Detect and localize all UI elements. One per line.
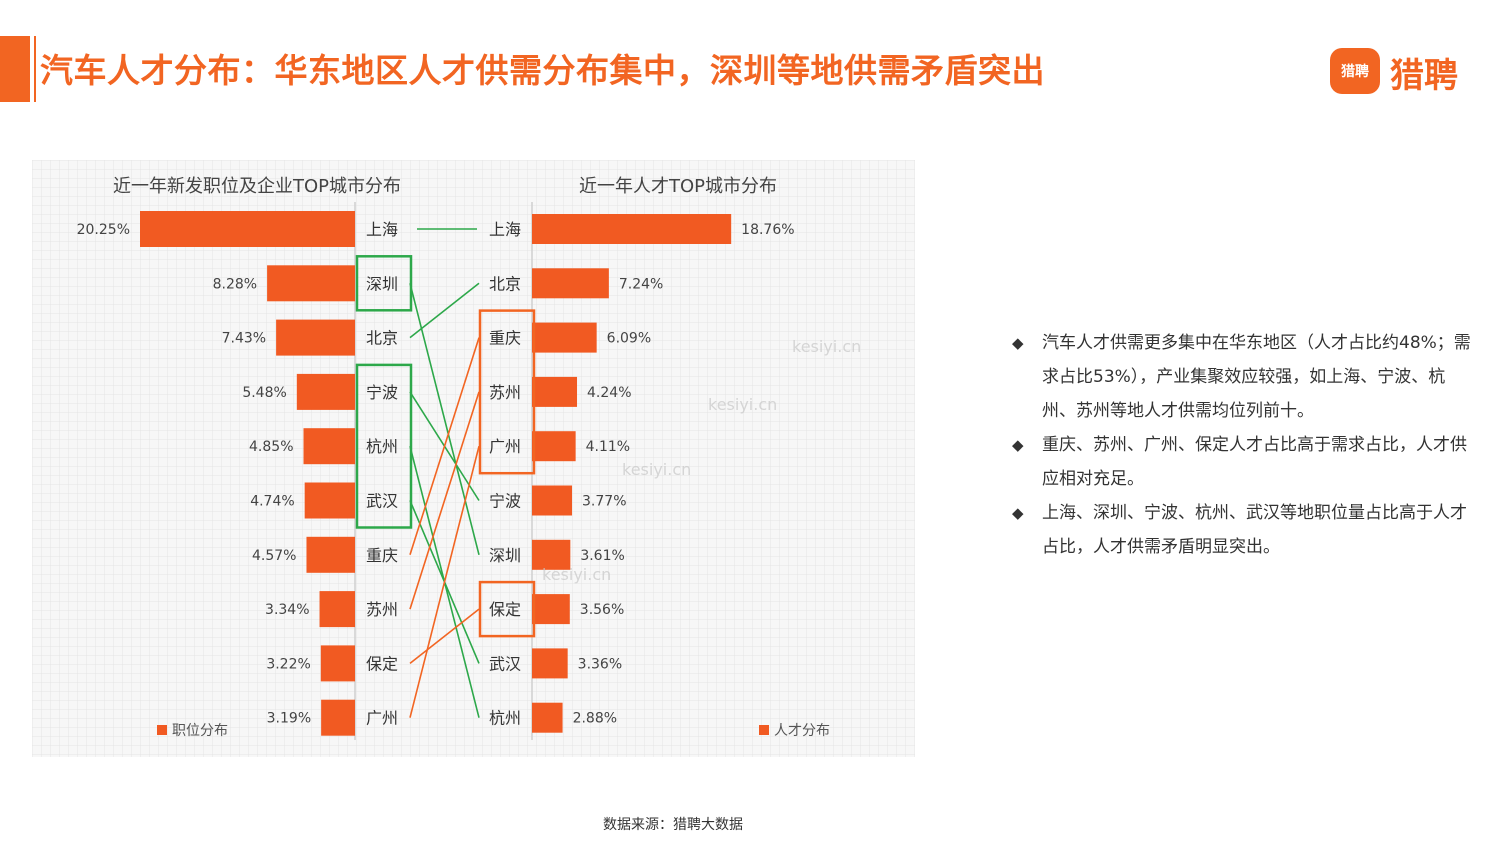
- bullet-text: 汽车人才供需更多集中在华东地区（人才占比约48%；需求占比53%），产业集聚效应…: [1042, 333, 1471, 421]
- right-highlight-box: [478, 580, 536, 638]
- left-highlight-box: [355, 363, 413, 529]
- left-bar: [276, 319, 355, 356]
- right-city-label: 苏州: [489, 383, 521, 402]
- bullet-item: ◆ 重庆、苏州、广州、保定人才占比高于需求占比，人才供应相对充足。: [1008, 428, 1478, 496]
- right-city-label: 宁波: [489, 492, 521, 511]
- right-city-label: 广州: [489, 437, 521, 456]
- left-city-label: 重庆: [366, 546, 398, 565]
- right-bar-label: 2.88%: [573, 711, 617, 727]
- left-bar: [306, 536, 355, 573]
- connection-line: [409, 391, 480, 610]
- bullet-item: ◆ 上海、深圳、宁波、杭州、武汉等地职位量占比高于人才占比，人才供需矛盾明显突出。: [1008, 496, 1478, 564]
- right-bar: [532, 539, 571, 570]
- bullet-item: ◆ 汽车人才供需更多集中在华东地区（人才占比约48%；需求占比53%），产业集聚效…: [1008, 326, 1478, 428]
- bullet-list: ◆ 汽车人才供需更多集中在华东地区（人才占比约48%；需求占比53%），产业集聚效…: [1008, 326, 1478, 564]
- left-bar-label: 7.43%: [222, 331, 266, 347]
- connection-line: [409, 446, 480, 718]
- right-bar: [532, 485, 573, 516]
- diamond-icon: ◆: [1012, 334, 1024, 352]
- left-bar: [140, 211, 355, 247]
- right-city-label: 武汉: [489, 654, 521, 673]
- right-city-label: 北京: [489, 274, 521, 293]
- connection-line: [409, 282, 480, 339]
- watermark-text: kesiyi.cn: [792, 337, 861, 356]
- left-city-label: 广州: [366, 709, 398, 728]
- right-city-label: 深圳: [489, 546, 521, 565]
- left-city-label: 北京: [366, 329, 398, 348]
- left-bar-label: 20.25%: [77, 222, 130, 238]
- left-bar-label: 4.74%: [250, 494, 294, 510]
- right-bar: [532, 431, 576, 462]
- page-title: 汽车人才分布：华东地区人才供需分布集中，深圳等地供需矛盾突出: [40, 51, 1045, 90]
- title-accent-bar: [0, 36, 30, 102]
- right-bar-label: 4.24%: [587, 385, 631, 401]
- left-city-label: 宁波: [366, 383, 398, 402]
- diamond-icon: ◆: [1012, 504, 1024, 522]
- right-city-label: 重庆: [489, 329, 521, 348]
- logo-icon-text: 猎聘: [1341, 64, 1369, 80]
- right-legend-label: 人才分布: [774, 723, 830, 739]
- watermark-text: kesiyi.cn: [622, 460, 691, 479]
- right-bar: [532, 594, 570, 625]
- right-bar: [532, 268, 609, 299]
- bullet-text: 上海、深圳、宁波、杭州、武汉等地职位量占比高于人才占比，人才供需矛盾明显突出。: [1042, 503, 1467, 557]
- left-bar: [319, 591, 355, 628]
- left-chart-title: 近一年新发职位及企业TOP城市分布: [113, 176, 401, 197]
- right-bar: [532, 214, 732, 244]
- right-bar-label: 3.36%: [578, 656, 622, 672]
- chart-panel: 近一年新发职位及企业TOP城市分布 近一年人才TOP城市分布 20.25% 上海 8…: [32, 160, 915, 757]
- left-bar: [303, 428, 355, 465]
- left-bar-label: 3.19%: [267, 711, 311, 727]
- left-bar-label: 3.34%: [265, 602, 309, 618]
- left-bar: [296, 373, 355, 410]
- left-highlight-box: [355, 255, 413, 312]
- left-legend-swatch: [157, 725, 167, 735]
- right-bar: [532, 702, 563, 733]
- left-city-label: 保定: [366, 654, 398, 673]
- right-bar: [532, 376, 578, 407]
- chart-grid: [32, 160, 915, 757]
- right-bar-label: 3.61%: [580, 548, 624, 564]
- right-bar: [532, 322, 597, 353]
- right-highlight-box: [478, 309, 536, 475]
- left-legend-label: 职位分布: [172, 723, 228, 739]
- right-city-label: 上海: [489, 220, 521, 239]
- right-bar-label: 7.24%: [619, 276, 663, 292]
- left-city-label: 苏州: [366, 600, 398, 619]
- right-bar-label: 3.56%: [580, 602, 624, 618]
- left-bar: [304, 482, 355, 519]
- connection-line: [409, 337, 480, 556]
- left-bar-label: 8.28%: [213, 276, 257, 292]
- left-city-label: 上海: [366, 220, 398, 239]
- logo-text: 猎聘: [1390, 56, 1458, 96]
- right-bar-label: 6.09%: [607, 331, 651, 347]
- right-bar-label: 3.77%: [582, 494, 626, 510]
- watermark-text: kesiyi.cn: [708, 395, 777, 414]
- liepin-logo-icon: 猎聘: [1330, 48, 1380, 94]
- left-city-label: 深圳: [366, 274, 398, 293]
- right-bar: [532, 648, 568, 679]
- left-bar: [321, 699, 355, 736]
- right-city-label: 杭州: [489, 709, 521, 728]
- left-bar-label: 5.48%: [242, 385, 286, 401]
- right-bar-label: 4.11%: [586, 439, 630, 455]
- left-bar-label: 3.22%: [266, 656, 310, 672]
- right-chart-title: 近一年人才TOP城市分布: [579, 176, 777, 197]
- right-bar-label: 18.76%: [741, 222, 794, 238]
- left-bar-label: 4.57%: [252, 548, 296, 564]
- left-bar: [267, 265, 355, 302]
- data-source: 数据来源：猎聘大数据: [603, 817, 743, 833]
- left-city-label: 杭州: [366, 437, 398, 456]
- left-bar-label: 4.85%: [249, 439, 293, 455]
- diamond-icon: ◆: [1012, 436, 1024, 454]
- left-bar: [320, 645, 355, 682]
- left-city-label: 武汉: [366, 492, 398, 511]
- right-legend-swatch: [759, 725, 769, 735]
- title-accent-line: [34, 36, 36, 102]
- bullet-text: 重庆、苏州、广州、保定人才占比高于需求占比，人才供应相对充足。: [1042, 435, 1467, 489]
- chart-svg: 近一年新发职位及企业TOP城市分布 近一年人才TOP城市分布 20.25% 上海 8…: [32, 160, 915, 757]
- watermark-text: kesiyi.cn: [542, 565, 611, 584]
- connection-line: [409, 608, 480, 665]
- right-city-label: 保定: [489, 600, 521, 619]
